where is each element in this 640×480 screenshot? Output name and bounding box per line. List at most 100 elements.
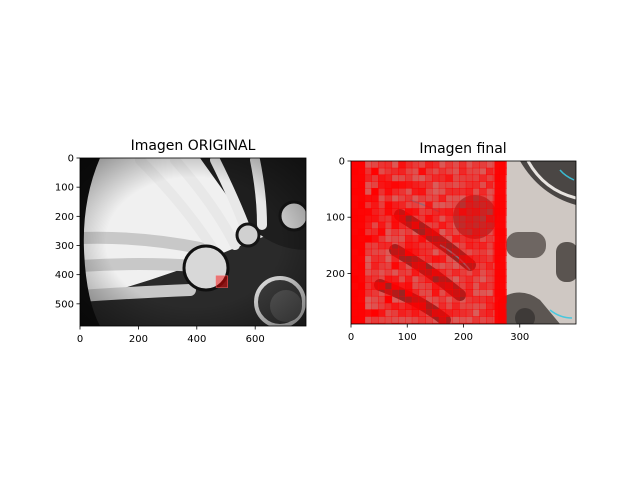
y-tick-label: 0 [339,157,345,168]
overlay-block [459,248,467,257]
overlay-block [398,282,406,290]
overlay-block [465,309,474,317]
y-tick-label: 0 [68,154,74,165]
overlay-block [432,322,440,324]
overlay-block [432,194,440,203]
overlay-block [398,174,406,182]
overlay-block [378,295,386,304]
overlay-block [418,194,426,203]
x-tick-label: 200 [454,332,473,343]
overlay-block [465,248,474,257]
overlay-block [438,221,447,230]
overlay-block [371,316,379,324]
overlay-block [391,201,399,209]
overlay-block [411,302,420,310]
overlay-block [479,161,487,169]
overlay-block [425,316,433,324]
overlay-block [364,302,372,310]
overlay-block [465,255,474,263]
overlay-block [486,201,494,209]
overlay-block [364,201,372,209]
overlay-block [411,221,420,230]
overlay-block [411,235,420,243]
overlay-block [438,322,447,324]
overlay-block [465,187,474,196]
overlay-block [432,282,440,290]
overlay-block [378,221,386,230]
overlay-block [411,161,420,169]
overlay-block [384,248,393,257]
overlay-block [438,174,447,182]
overlay-block [479,181,487,189]
overlay-block [378,262,386,270]
overlay-block [405,275,413,284]
overlay-block [452,248,460,257]
chart-title: Imagen final [419,141,506,157]
overlay-block [405,208,413,216]
overlay-block [405,262,413,270]
overlay-block [486,194,494,203]
overlay-block [411,262,420,270]
overlay-block [405,255,413,263]
overlay-block [486,322,494,324]
overlay-block [465,221,474,230]
overlay-block [371,248,379,257]
overlay-block [378,282,386,290]
overlay-block [486,302,494,310]
overlay-block [391,221,399,230]
overlay-block [378,235,386,243]
overlay-block [425,235,433,243]
overlay-block [452,282,460,290]
overlay-block [438,316,447,324]
overlay-block [378,214,386,223]
overlay-block [486,268,494,277]
overlay-block [391,255,399,263]
overlay-block [411,228,420,236]
overlay-block [378,316,386,324]
overlay-block [472,174,480,182]
overlay-block [371,187,379,196]
overlay-block [486,248,494,257]
overlay-block [411,275,420,284]
overlay-block [378,302,386,310]
overlay-block [452,295,460,304]
overlay-block [371,309,379,317]
overlay-block [364,322,372,324]
overlay-block [425,282,433,290]
x-tick-label: 0 [77,334,83,345]
overlay-block [432,208,440,216]
overlay-block [391,181,399,189]
overlay-block [486,282,494,290]
overlay-block [438,214,447,223]
overlay-block [364,194,372,203]
overlay-block [411,255,420,263]
overlay-block [405,316,413,324]
x-tick-label: 400 [187,334,206,345]
overlay-block [371,275,379,284]
overlay-block [364,208,372,216]
overlay-block [418,228,426,236]
overlay-block [384,302,393,310]
overlay-block [371,262,379,270]
overlay-block [378,322,386,324]
overlay-block [425,322,433,324]
overlay-block [378,268,386,277]
overlay-block [486,309,494,317]
y-tick-label: 500 [55,299,74,310]
overlay-block [452,194,460,203]
overlay-block [425,268,433,277]
overlay-block [371,295,379,304]
overlay-block [384,161,393,169]
overlay-block [418,214,426,223]
overlay-block [479,228,487,236]
overlay-block [432,167,440,176]
overlay-block [472,208,480,216]
overlay-block [465,228,474,236]
overlay-block [452,289,460,297]
overlay-block [418,235,426,243]
overlay-block [445,161,453,169]
overlay-block [452,167,460,176]
overlay-block [479,275,487,284]
overlay-block [398,221,406,230]
y-tick-label: 400 [55,270,74,281]
